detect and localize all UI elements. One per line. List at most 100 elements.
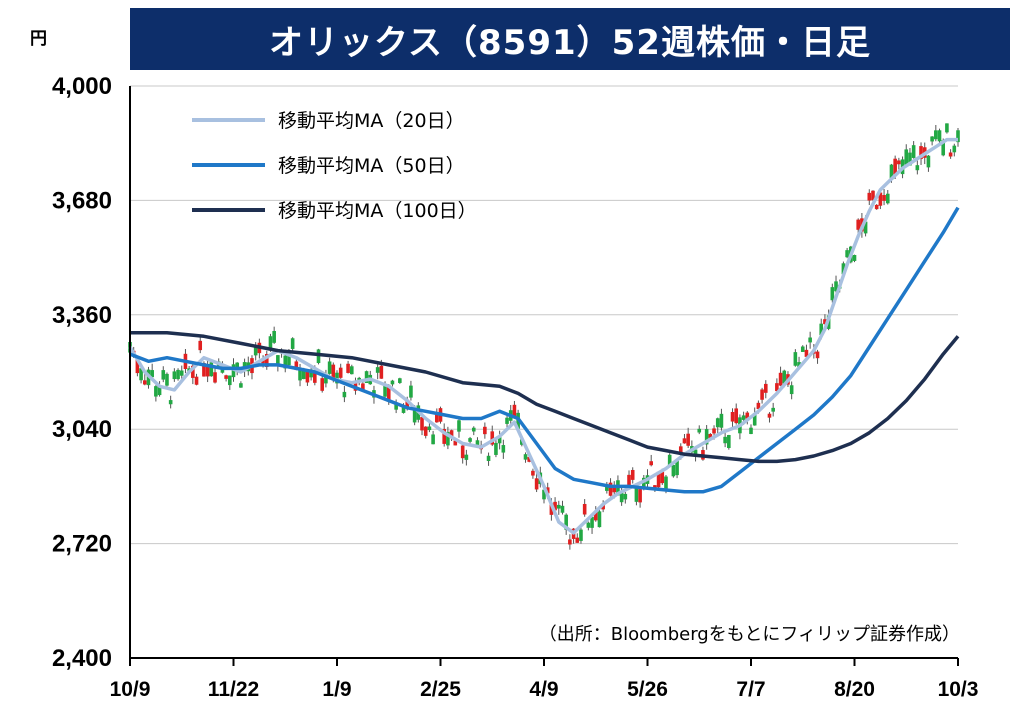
candle (442, 423, 446, 447)
y-tick-label: 2,400 (52, 645, 112, 672)
y-tick-label: 2,720 (52, 531, 112, 558)
candle (501, 439, 506, 459)
candle-body (338, 367, 343, 378)
candle-body (934, 130, 938, 140)
candle-body (435, 413, 439, 423)
candle-body (194, 376, 199, 385)
candle-body (704, 429, 709, 445)
candle-body (294, 361, 299, 371)
candle (800, 345, 805, 353)
candle-body (239, 383, 243, 388)
candle (198, 337, 203, 354)
candle (542, 488, 546, 504)
candle (460, 443, 465, 464)
candle-body (897, 160, 901, 165)
candle (409, 380, 413, 401)
candle-body (789, 385, 794, 395)
x-tick-label: 7/7 (736, 678, 765, 701)
candle-body (930, 136, 934, 142)
candle (911, 141, 916, 159)
candle (775, 378, 779, 393)
candle-body (224, 375, 228, 379)
candle-body (852, 254, 857, 261)
candle (324, 369, 328, 388)
candle-body (653, 485, 657, 489)
candle-body (793, 352, 798, 366)
candle-body (497, 436, 502, 444)
x-tick-label: 10/3 (938, 678, 979, 701)
candle-body (948, 152, 953, 157)
candle-body (490, 431, 495, 445)
candle-body (656, 471, 661, 488)
candle (342, 385, 347, 403)
candle-body (678, 446, 683, 454)
candle (590, 515, 594, 534)
candle-body (863, 221, 868, 234)
candle (586, 521, 591, 531)
candle-body (937, 130, 942, 142)
candle-body (313, 371, 317, 383)
candle-body (568, 539, 572, 545)
candle-body (575, 537, 580, 543)
candle-body (553, 501, 557, 511)
candle-body (494, 442, 498, 455)
candle-body (331, 364, 336, 381)
candle-body (453, 440, 458, 446)
candle (464, 449, 469, 466)
candle (165, 372, 169, 389)
candle-body (782, 370, 787, 384)
candle-body (320, 378, 325, 391)
candle (945, 123, 949, 134)
y-tick-label: 3,360 (52, 302, 112, 329)
candle-body (830, 287, 835, 301)
candle (560, 500, 565, 515)
candle (793, 349, 798, 367)
candle-body (605, 485, 609, 491)
candle-body (157, 387, 162, 396)
candle-body (179, 370, 184, 376)
candle (497, 430, 502, 450)
candle-body (749, 427, 753, 435)
candle-body (205, 364, 210, 377)
candle-body (664, 476, 668, 490)
candle (579, 527, 583, 544)
candle (338, 363, 343, 381)
candle (327, 357, 332, 375)
candle-body (804, 349, 809, 357)
candle (194, 373, 199, 386)
candle (686, 427, 690, 449)
candle (316, 348, 321, 365)
candle-body (586, 522, 591, 528)
candle-body (590, 516, 594, 528)
candle-body (834, 281, 838, 292)
candle-body (346, 363, 350, 373)
candle-body (264, 353, 269, 367)
x-tick-label: 11/22 (208, 678, 259, 701)
candle-body (767, 413, 772, 418)
candle-body (841, 263, 846, 275)
candle-body (775, 383, 779, 392)
candle (723, 431, 727, 448)
candle (882, 189, 886, 206)
candle-body (941, 140, 946, 156)
candle-body (412, 409, 417, 423)
ma-line-0 (128, 137, 958, 535)
legend-label: 移動平均MA（50日） (278, 155, 465, 177)
candle-body (276, 355, 280, 366)
x-tick-label: 1/9 (322, 678, 351, 701)
candle-body (871, 190, 875, 201)
candle-body (815, 351, 820, 359)
source-note: （出所：Bloombergをもとにフィリップ証券作成） (539, 624, 960, 645)
candle-body (597, 511, 602, 528)
candle (808, 331, 812, 349)
candle (934, 124, 938, 142)
x-tick-label: 5/26 (627, 678, 668, 701)
candle-body (139, 368, 143, 381)
candle (457, 418, 461, 438)
ma-line-2 (130, 330, 960, 464)
candle (420, 415, 424, 436)
candle-body (327, 361, 332, 374)
candle (531, 468, 535, 479)
candle-body (383, 385, 387, 397)
candle-body (483, 426, 487, 435)
